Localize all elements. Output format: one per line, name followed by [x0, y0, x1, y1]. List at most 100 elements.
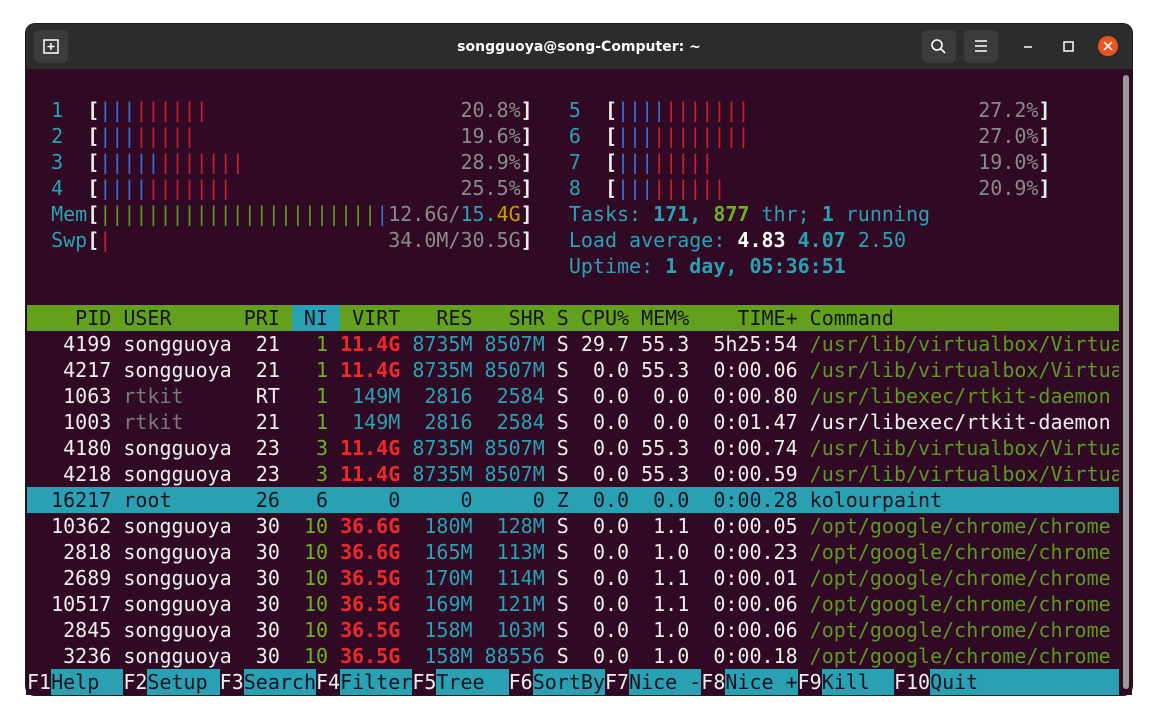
process-row: 10362 songguoya 30 10 36.6G 180M 128M S 0.0 1.1 0:…: [27, 513, 1119, 539]
process-cell: 1.0: [653, 540, 690, 564]
process-cell: songguoya: [123, 644, 232, 668]
process-cell: 10: [303, 566, 329, 590]
function-key-label[interactable]: Setup: [147, 669, 220, 695]
process-cell: 29.7: [580, 332, 630, 356]
process-cell: S: [556, 436, 569, 460]
column-header: RES: [436, 306, 473, 330]
cpu-meter: 4[||||||||||| 25.5%]: [27, 175, 1119, 201]
meter-bracket: [: [604, 124, 618, 148]
table-header: PID USER PRI NI VIRT RES SHR S CPU% MEM% TIME+ Comm…: [27, 305, 1119, 331]
function-key-label[interactable]: Search: [243, 669, 316, 695]
column-header: CPU%: [580, 306, 630, 330]
bar-segment: |: [99, 228, 112, 252]
function-key-label[interactable]: Filter: [340, 669, 413, 695]
process-cell: 0:01.47: [713, 410, 798, 434]
meter-bracket: ]: [520, 124, 533, 148]
bar-segment: |||: [617, 150, 654, 174]
info-text: Load average: 4.83 4.07 2.50: [569, 227, 906, 253]
process-cell: 0:00.74: [713, 436, 798, 460]
function-key-label[interactable]: Tree: [436, 669, 509, 695]
cpu-meter: 6[||||||||||| 27.0%]: [27, 123, 1119, 149]
function-key-label[interactable]: Help: [51, 669, 124, 695]
meter-label: Swp: [51, 228, 88, 252]
process-cell: 10: [303, 618, 329, 642]
process-cell: 114M: [496, 566, 545, 590]
title-bar: [26, 24, 1132, 69]
process-cell: 165M: [424, 540, 473, 564]
value-segment: 15.: [460, 202, 497, 226]
info-segment: running: [845, 202, 931, 226]
process-cell: 170M: [424, 566, 473, 590]
process-cell: 8507M: [484, 436, 545, 460]
scrollbar[interactable]: [1123, 75, 1129, 689]
memory-meter: Mem[|||||||||||||||||||||||| 12.6G/15.4G]: [27, 201, 1119, 227]
process-cell: 128M: [496, 514, 545, 538]
new-tab-icon: [43, 39, 59, 54]
function-key: F3: [219, 670, 244, 694]
meter-bracket: ]: [1038, 124, 1051, 148]
process-cell: 0:00.01: [713, 566, 798, 590]
function-key-label[interactable]: Nice +: [725, 669, 798, 695]
cpu-usage: 28.9%: [460, 150, 521, 174]
meter-bracket: [: [87, 150, 100, 174]
function-key-label[interactable]: Kill: [821, 669, 894, 695]
process-cell: 10: [303, 540, 329, 564]
process-cell: 149M: [352, 410, 401, 434]
process-cell: 0.0: [592, 644, 630, 668]
meter-bracket: [: [87, 176, 100, 200]
process-cell: songguoya: [123, 436, 232, 460]
process-cell: 11.4G: [340, 332, 401, 356]
process-cell: S: [556, 540, 569, 564]
value-segment: 4G: [496, 202, 521, 226]
process-cell: 8507M: [484, 358, 545, 382]
process-row: 2818 songguoya 30 10 36.6G 165M 113M S 0.0 1.0 0:0…: [27, 539, 1119, 565]
process-cell: 11.4G: [340, 462, 401, 486]
function-key-label[interactable]: Quit: [930, 669, 1119, 695]
process-cell: 36.6G: [340, 540, 401, 564]
info-segment: 1 day, 05:36:51: [665, 254, 846, 278]
info-segment: 877: [713, 202, 750, 226]
meter-bracket: [: [87, 124, 100, 148]
process-cell: /opt/google/chrome/chrome: [809, 644, 1111, 668]
cpu-usage: 25.5%: [460, 176, 521, 200]
process-cell: 10: [303, 592, 329, 616]
info-text: Tasks: 171, 877 thr; 1 running: [569, 201, 930, 227]
process-cell: 8507M: [484, 332, 545, 356]
process-cell: songguoya: [123, 332, 232, 356]
process-cell: root: [123, 488, 172, 512]
bar-segment: |||||||||||||||||||||||: [99, 202, 377, 226]
cpu-label: 8: [568, 176, 581, 200]
cpu-bar: |||||||||||: [99, 175, 231, 201]
process-cell: songguoya: [123, 514, 232, 538]
search-button[interactable]: [922, 30, 956, 63]
cpu-meter: 8[||||||||| 20.9%]: [27, 175, 1119, 201]
process-row: 2845 songguoya 30 10 36.5G 158M 103M S 0.0 1.0 0:0…: [27, 617, 1119, 643]
process-cell: 0.0: [592, 436, 630, 460]
function-key-label[interactable]: Nice -: [629, 669, 702, 695]
function-key: F6: [508, 670, 533, 694]
process-cell: /opt/google/chrome/chrome: [809, 540, 1111, 564]
meter-bracket: ]: [520, 98, 533, 122]
process-cell: 0.0: [653, 384, 690, 408]
process-cell: 0.0: [592, 488, 630, 512]
memory-meter: Swp[| 34.0M/30.5G]: [27, 227, 1119, 253]
process-cell: 23: [255, 462, 280, 486]
process-cell: S: [556, 332, 569, 356]
process-cell: 5h25:54: [713, 332, 798, 356]
process-cell: Z: [556, 488, 569, 512]
process-cell: 0.0: [592, 410, 630, 434]
process-cell: 0.0: [592, 462, 630, 486]
process-cell: /opt/google/chrome/chrome: [809, 566, 1111, 590]
process-cell: 10: [303, 644, 329, 668]
function-key-label[interactable]: SortBy: [532, 669, 605, 695]
process-cell: 3: [315, 436, 329, 460]
meter-bracket: ]: [520, 150, 533, 174]
process-row: 4180 songguoya 23 3 11.4G 8735M 8507M S 0.0 55.3 0…: [27, 435, 1119, 461]
process-cell: 0.0: [592, 540, 630, 564]
process-cell: 36.5G: [340, 644, 401, 668]
process-row: 3236 songguoya 30 10 36.5G 158M 88556 S 0.0 1.0 0:…: [27, 643, 1119, 669]
maximize-button[interactable]: [1063, 41, 1074, 52]
process-cell: 30: [255, 540, 280, 564]
process-cell: 0:00.80: [713, 384, 798, 408]
process-cell: 0.0: [653, 410, 690, 434]
